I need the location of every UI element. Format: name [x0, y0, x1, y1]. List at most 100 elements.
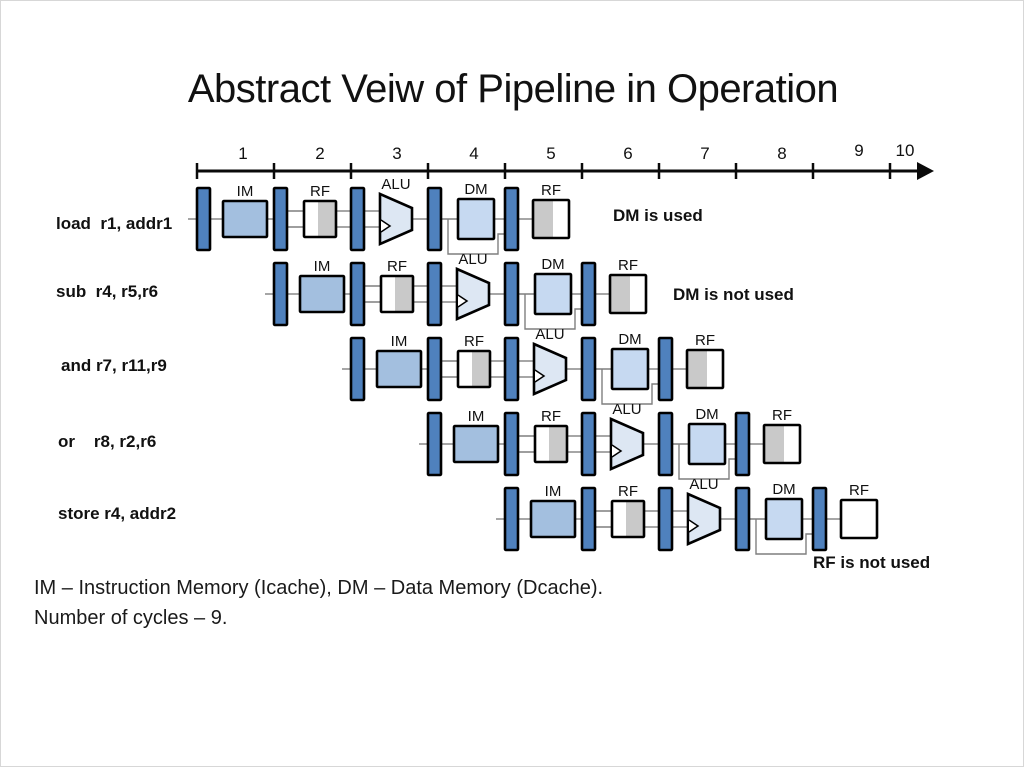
- rf-write-outline: [685, 348, 725, 390]
- axis-tick-label: 6: [623, 144, 632, 163]
- rf-read-gray-half: [549, 426, 567, 462]
- instruction-label-or: or r8, r2,r6: [58, 432, 157, 451]
- im-box: [221, 199, 269, 239]
- alu-shape: [455, 267, 491, 321]
- stage-label-im: IM: [391, 333, 408, 350]
- pipeline-register: [657, 486, 674, 552]
- stage-label-rf-wb: RF: [849, 482, 869, 499]
- stage-label-dm: DM: [695, 406, 718, 423]
- pipeline-register: [580, 411, 597, 477]
- axis-tick-label: 5: [546, 144, 555, 163]
- stage-label-alu: ALU: [458, 251, 487, 268]
- stage-label-alu: ALU: [535, 326, 564, 343]
- rf-read-gray-half: [395, 276, 413, 312]
- stage-label-alu: ALU: [381, 176, 410, 193]
- im-box: [375, 349, 423, 389]
- axis-tick-label: 9: [854, 141, 863, 160]
- rf-read-gray-half: [318, 201, 336, 237]
- im-box: [298, 274, 346, 314]
- pipeline-register: [349, 186, 366, 252]
- dm-box: [687, 422, 727, 466]
- dm-box: [610, 347, 650, 391]
- pipeline-register: [503, 486, 520, 552]
- annotation-dm-not-used: DM is not used: [673, 285, 794, 304]
- alu-shape: [609, 417, 645, 471]
- im-box: [452, 424, 500, 464]
- pipeline-register: [503, 261, 520, 327]
- pipeline-register: [580, 261, 597, 327]
- pipeline-register: [503, 336, 520, 402]
- stage-label-rf-wb: RF: [618, 257, 638, 274]
- instruction-label-and: and r7, r11,r9: [61, 356, 167, 375]
- instruction-label-sub: sub r4, r5,r6: [56, 282, 159, 301]
- rf-read-outline: [302, 199, 338, 239]
- axis-tick-label: 10: [896, 141, 915, 160]
- rf-write-outline: [762, 423, 802, 465]
- instruction-label-load: load r1, addr1: [56, 214, 173, 233]
- dm-bypass-line: [601, 369, 659, 405]
- stage-label-rf-wb: RF: [695, 332, 715, 349]
- footnote: IM – Instruction Memory (Icache), DM – D…: [34, 573, 603, 633]
- alu-clock-marker: [457, 294, 469, 308]
- stage-label-rf: RF: [387, 258, 407, 275]
- pipeline-register: [349, 336, 366, 402]
- axis-tick-label: 7: [700, 144, 709, 163]
- pipeline-register: [734, 486, 751, 552]
- pipeline-register: [195, 186, 212, 252]
- rf-read-outline: [533, 424, 569, 464]
- alu-shape: [378, 192, 414, 246]
- pipeline-register: [272, 186, 289, 252]
- pipeline-register: [426, 411, 443, 477]
- alu-shape: [686, 492, 722, 546]
- instruction-label-store: store r4, addr2: [58, 504, 177, 523]
- axis-tick-label: 3: [392, 144, 401, 163]
- axis-arrowhead: [917, 162, 934, 180]
- footnote-line2: Number of cycles – 9.: [34, 607, 228, 629]
- rf-write-gray-half: [687, 350, 707, 388]
- pipeline-register: [503, 186, 520, 252]
- stage-label-alu: ALU: [689, 476, 718, 493]
- pipeline-register: [426, 186, 443, 252]
- pipeline-register: [349, 261, 366, 327]
- stage-label-rf-wb: RF: [541, 182, 561, 199]
- dm-box: [456, 197, 496, 241]
- dm-bypass-line: [755, 519, 813, 555]
- stage-label-im: IM: [314, 258, 331, 275]
- alu-clock-marker: [534, 369, 546, 383]
- slide-title: Abstract Veiw of Pipeline in Operation: [187, 67, 839, 111]
- stage-label-dm: DM: [618, 331, 641, 348]
- pipeline-register: [503, 411, 520, 477]
- pipeline-register: [580, 336, 597, 402]
- rf-write-outline: [531, 198, 571, 240]
- stage-label-im: IM: [545, 483, 562, 500]
- pipeline-register: [657, 411, 674, 477]
- pipeline-register: [657, 336, 674, 402]
- axis-tick-label: 8: [777, 144, 786, 163]
- pipeline-register: [272, 261, 289, 327]
- stage-label-rf: RF: [310, 183, 330, 200]
- stage-label-alu: ALU: [612, 401, 641, 418]
- stage-label-dm: DM: [464, 181, 487, 198]
- rf-read-outline: [610, 499, 646, 539]
- axis-tick-label: 4: [469, 144, 478, 163]
- stage-label-rf-wb: RF: [772, 407, 792, 424]
- stage-label-im: IM: [237, 183, 254, 200]
- alu-clock-marker: [380, 219, 392, 233]
- alu-clock-marker: [611, 444, 623, 458]
- rf-write-gray-half: [610, 275, 630, 313]
- stage-label-rf: RF: [541, 408, 561, 425]
- stage-label-rf: RF: [464, 333, 484, 350]
- annotation-dm-used: DM is used: [613, 206, 703, 225]
- dm-bypass-line: [524, 294, 582, 330]
- pipeline-register: [426, 336, 443, 402]
- annotation-rf-not-used: RF is not used: [813, 553, 931, 572]
- axis-tick-label: 2: [315, 144, 324, 163]
- pipeline-register: [734, 411, 751, 477]
- pipeline-register: [580, 486, 597, 552]
- stage-label-dm: DM: [772, 481, 795, 498]
- dm-bypass-line: [447, 219, 505, 255]
- rf-read-outline: [456, 349, 492, 389]
- im-box: [529, 499, 577, 539]
